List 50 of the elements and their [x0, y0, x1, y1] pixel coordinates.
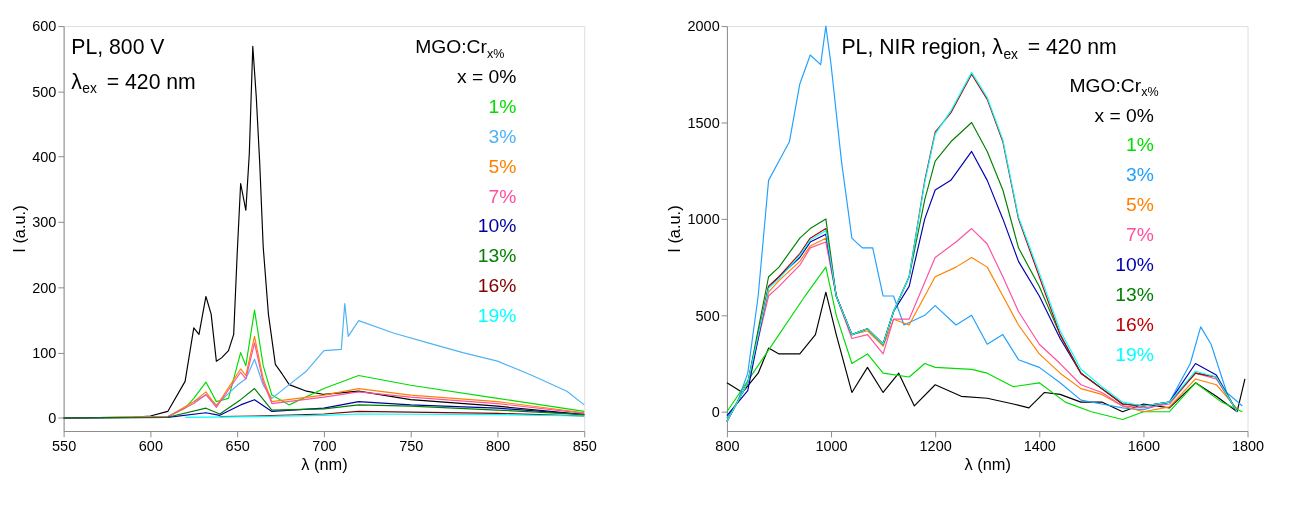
x-axis-title: λ (nm) — [964, 455, 1011, 474]
series-label: 19% — [1115, 343, 1154, 365]
text: 5% — [1125, 194, 1154, 216]
text: 3% — [1125, 164, 1154, 186]
text: 7% — [1125, 224, 1154, 246]
text: 13% — [1115, 283, 1154, 305]
x-tick-label: 600 — [138, 437, 163, 454]
x-tick-label: 1600 — [1127, 437, 1160, 454]
y-tick-label: 0 — [48, 410, 57, 427]
y-tick-label: 1500 — [687, 114, 720, 131]
x-tick-label: 850 — [572, 437, 597, 454]
text: 10% — [1115, 253, 1154, 275]
y-tick-label: 500 — [32, 83, 57, 100]
y-tick-label: 400 — [32, 149, 57, 166]
chart-title: PL, 800 V — [71, 35, 166, 59]
x-tick-label: 650 — [225, 437, 250, 454]
x-tick-label: 800 — [485, 437, 511, 454]
text: x = 0% — [456, 65, 517, 87]
text: 3% — [488, 125, 517, 147]
x-tick-label: 1200 — [919, 437, 952, 454]
x-tick-label: 1000 — [815, 437, 848, 454]
y-axis-title: I (a.u.) — [9, 205, 28, 253]
x-tick-label: 700 — [312, 437, 337, 454]
text: 1% — [488, 95, 517, 117]
text: 16% — [1115, 313, 1154, 335]
x-axis-title: λ (nm) — [301, 455, 348, 474]
y-tick-label: 200 — [32, 279, 57, 296]
x-tick-label: 750 — [399, 437, 424, 454]
y-tick-label: 100 — [32, 344, 57, 361]
y-axis-title: I (a.u.) — [664, 205, 683, 253]
x-tick-label: 550 — [52, 437, 77, 454]
text: 16% — [477, 275, 517, 297]
text: x = 0% — [1094, 104, 1154, 126]
text: 7% — [488, 185, 517, 207]
x-tick-label: 1400 — [1023, 437, 1056, 454]
y-tick-label: 600 — [32, 18, 57, 35]
text: 19% — [477, 305, 517, 327]
text: 13% — [477, 245, 517, 267]
y-tick-label: 0 — [711, 404, 720, 421]
x-tick-label: 800 — [715, 437, 740, 454]
y-tick-label: 2000 — [687, 18, 720, 35]
text: 10% — [477, 215, 517, 237]
text: 1% — [1125, 134, 1154, 156]
y-tick-label: 500 — [695, 307, 720, 324]
y-tick-label: 300 — [32, 214, 57, 231]
line-series — [63, 387, 585, 419]
x-tick-label: 1800 — [1231, 437, 1265, 454]
y-tick-label: 1000 — [687, 211, 720, 228]
text: 5% — [488, 155, 517, 177]
line-series — [193, 303, 585, 406]
